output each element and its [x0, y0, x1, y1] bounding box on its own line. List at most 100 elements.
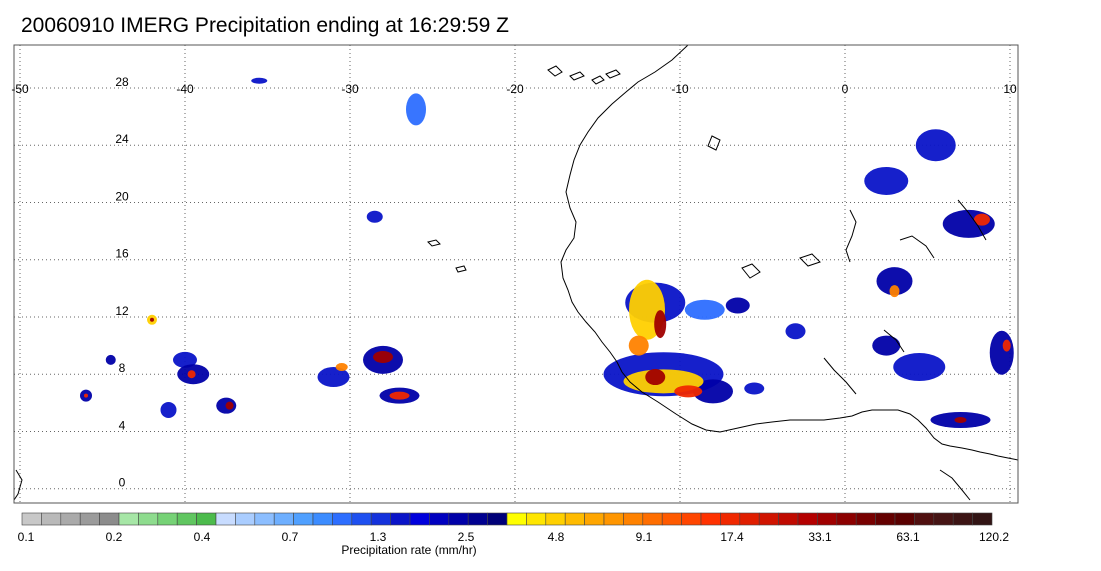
map-frame — [13, 44, 1019, 504]
colorbar-label: 2.5 — [458, 530, 475, 544]
island-coastline — [569, 71, 585, 81]
colorbar-swatch — [855, 512, 876, 526]
colorbar-swatch — [390, 512, 411, 526]
precipitation-cell — [744, 382, 765, 395]
inland-lakes — [883, 329, 905, 353]
colorbar-title: Precipitation rate (mm/hr) — [341, 543, 476, 557]
precipitation-cell — [173, 351, 197, 368]
colorbar-swatch — [914, 512, 935, 526]
precipitation-cell — [84, 393, 88, 398]
colorbar-labels: 0.1 0.2 0.4 0.7 1.3 2.5 4.8 9.1 17.4 33.1 63.1 120.… — [18, 530, 1010, 544]
island-coastline — [591, 75, 605, 85]
gridlines — [14, 45, 1018, 503]
precipitation-cell — [406, 93, 426, 126]
latitude-tick-labels: 0 4 8 12 16 20 24 28 — [115, 75, 129, 490]
colorbar-swatch — [332, 512, 353, 526]
colorbar-swatch — [817, 512, 838, 526]
precipitation-cell — [645, 369, 666, 386]
colorbar-swatch — [79, 512, 100, 526]
precipitation-cell — [693, 379, 733, 404]
island-coastline — [14, 469, 23, 501]
colorbar-swatch — [661, 512, 682, 526]
colorbar-swatch — [273, 512, 294, 526]
inland-lakes — [741, 263, 761, 279]
longitude-tick-label: 0 — [842, 82, 849, 96]
latitude-tick-label: 0 — [119, 476, 126, 490]
colorbar-swatch — [584, 512, 605, 526]
colorbar-swatch — [739, 512, 760, 526]
precipitation-cell — [366, 210, 383, 223]
colorbar-label: 0.2 — [106, 530, 123, 544]
precipitation-cell — [628, 335, 649, 356]
colorbar-swatch — [972, 512, 993, 526]
colorbar-swatch — [875, 512, 896, 526]
colorbar-swatch — [487, 512, 508, 526]
latitude-tick-label: 16 — [115, 247, 129, 261]
colorbar-swatch — [41, 512, 62, 526]
precipitation-cell — [150, 317, 154, 322]
precipitation-cell — [973, 213, 990, 226]
colorbar-label: 17.4 — [720, 530, 744, 544]
colorbar-label: 1.3 — [370, 530, 387, 544]
inland-lakes — [939, 469, 971, 501]
colorbar-label: 0.7 — [282, 530, 299, 544]
inland-lakes — [957, 199, 987, 241]
precipitation-cell — [989, 330, 1014, 375]
precipitation-cell — [876, 267, 913, 296]
colorbar-swatch — [506, 512, 527, 526]
colorbar-swatch — [894, 512, 915, 526]
precipitation-cell — [725, 297, 750, 314]
colorbar-swatch — [351, 512, 372, 526]
precipitation-cell — [864, 166, 909, 195]
precipitation-cell — [317, 367, 350, 388]
precipitation-cell — [251, 77, 268, 84]
colorbar-swatch — [293, 512, 314, 526]
precipitation-cell — [654, 310, 667, 339]
colorbar — [21, 512, 993, 526]
colorbar-label: 9.1 — [636, 530, 653, 544]
colorbar-swatch — [836, 512, 857, 526]
colorbar-swatch — [409, 512, 430, 526]
precipitation-cell — [889, 285, 900, 298]
precipitation-cell — [389, 391, 410, 400]
latitude-tick-label: 24 — [115, 132, 129, 146]
colorbar-swatch — [254, 512, 275, 526]
colorbar-swatch — [118, 512, 139, 526]
colorbar-swatch — [603, 512, 624, 526]
island-coastline — [605, 69, 621, 79]
inland-lakes — [707, 135, 721, 151]
map-title: 20060910 IMERG Precipitation ending at 1… — [21, 14, 509, 37]
colorbar-swatch — [700, 512, 721, 526]
colorbar-swatch — [797, 512, 818, 526]
longitude-tick-label: -40 — [176, 82, 194, 96]
colorbar-swatch — [758, 512, 779, 526]
island-coastline — [547, 65, 563, 77]
longitude-tick-label: -20 — [506, 82, 524, 96]
colorbar-label: 33.1 — [808, 530, 832, 544]
colorbar-swatch — [720, 512, 741, 526]
precipitation-cell — [674, 385, 703, 398]
precipitation-cell — [1002, 339, 1011, 352]
longitude-tick-labels: -50 -40 -30 -20 -10 0 10 — [11, 82, 1017, 96]
longitude-tick-label: -30 — [341, 82, 359, 96]
longitude-tick-label: -10 — [671, 82, 689, 96]
colorbar-swatch — [642, 512, 663, 526]
precipitation-cell — [915, 129, 956, 162]
precipitation-cell — [684, 299, 725, 320]
precipitation-cell — [160, 401, 177, 418]
colorbar-swatch — [176, 512, 197, 526]
colorbar-swatch — [545, 512, 566, 526]
longitude-tick-label: -50 — [11, 82, 29, 96]
inland-lakes — [845, 209, 857, 263]
colorbar-swatch — [370, 512, 391, 526]
colorbar-swatch — [215, 512, 236, 526]
precipitation-cell — [187, 370, 196, 379]
island-coastline — [427, 239, 441, 247]
coastline — [14, 45, 1018, 501]
colorbar-swatch — [157, 512, 178, 526]
west-africa-coastline — [560, 45, 1018, 461]
precipitation-cell — [872, 335, 901, 356]
precipitation-cell — [954, 416, 967, 423]
colorbar-swatch — [196, 512, 217, 526]
